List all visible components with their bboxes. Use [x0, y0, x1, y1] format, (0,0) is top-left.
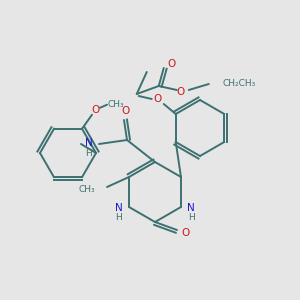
- Text: H: H: [85, 148, 92, 158]
- Text: O: O: [154, 94, 162, 104]
- Text: CH₂CH₃: CH₂CH₃: [223, 80, 256, 88]
- Text: CH₃: CH₃: [78, 184, 95, 194]
- Text: N: N: [187, 203, 195, 213]
- Text: O: O: [91, 105, 99, 115]
- Text: CH₃: CH₃: [108, 100, 124, 109]
- Text: N: N: [85, 138, 93, 148]
- Text: O: O: [168, 59, 176, 69]
- Text: H: H: [189, 214, 195, 223]
- Text: O: O: [177, 87, 185, 97]
- Text: O: O: [121, 106, 129, 116]
- Text: H: H: [115, 214, 122, 223]
- Text: O: O: [182, 228, 190, 238]
- Text: N: N: [115, 203, 123, 213]
